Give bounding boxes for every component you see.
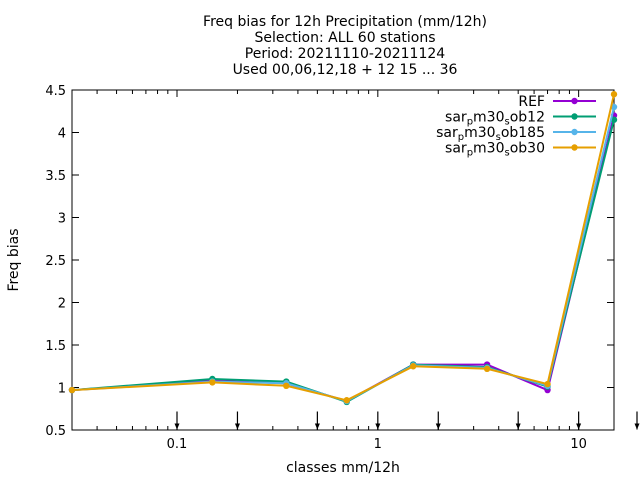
y-tick-label: 2: [58, 297, 66, 312]
title-line-2: Selection: ALL 60 stations: [254, 30, 435, 46]
arrow-marker-head: [435, 423, 441, 430]
data-point: [343, 397, 350, 404]
y-tick-label: 0.5: [45, 424, 66, 439]
legend-marker: [571, 97, 578, 105]
data-point: [209, 379, 216, 386]
legend-marker: [571, 144, 578, 151]
arrow-marker-head: [234, 423, 240, 430]
x-tick-label: 1: [374, 437, 382, 452]
y-tick-label: 1.5: [45, 339, 66, 354]
arrow-marker-head: [634, 423, 640, 430]
data-point: [283, 382, 290, 389]
y-tick-label: 4.5: [45, 84, 66, 99]
y-tick-label: 3: [58, 212, 66, 227]
data-point: [409, 363, 417, 370]
arrow-marker-head: [515, 423, 521, 430]
title-line-4: Used 00,06,12,18 + 12 15 ... 36: [233, 62, 458, 78]
x-tick-label: 10: [570, 437, 587, 452]
x-tick-label: 0.1: [167, 437, 188, 452]
y-tick-label: 1: [58, 382, 66, 397]
series-line: [71, 115, 615, 403]
data-point: [68, 386, 76, 394]
legend-label: sarpm30sob185: [436, 125, 545, 143]
arrow-marker-head: [314, 423, 320, 430]
data-point: [610, 91, 618, 98]
y-axis-label: Freq bias: [6, 228, 22, 291]
y-tick-label: 4: [58, 127, 66, 142]
arrow-marker-head: [576, 423, 582, 430]
data-point: [610, 116, 618, 123]
title-line-1: Freq bias for 12h Precipitation (mm/12h): [203, 14, 487, 30]
legend-label: sarpm30sob12: [445, 110, 545, 128]
data-point: [483, 365, 491, 372]
title-line-3: Period: 20211110-20211124: [245, 46, 445, 62]
data-point: [544, 380, 551, 388]
y-tick-label: 3.5: [45, 169, 66, 184]
series-line: [71, 119, 615, 403]
legend-label: sarpm30sob30: [445, 141, 545, 159]
series-line: [71, 94, 615, 402]
arrow-markers: [174, 411, 640, 430]
arrow-marker-head: [174, 423, 180, 430]
legend-marker: [571, 113, 578, 120]
y-axis: 0.5 1 1.5 2 2.5 3 3.5 4 4.5: [45, 84, 614, 439]
series-layer: [68, 91, 618, 406]
y-tick-label: 2.5: [45, 254, 66, 269]
chart-title: Freq bias for 12h Precipitation (mm/12h)…: [203, 14, 487, 78]
legend-label: REF: [518, 94, 545, 110]
x-axis: 0.1 1 10: [71, 90, 587, 452]
arrow-marker-head: [375, 423, 381, 430]
legend-marker: [571, 128, 578, 136]
x-axis-label: classes mm/12h: [286, 460, 400, 476]
